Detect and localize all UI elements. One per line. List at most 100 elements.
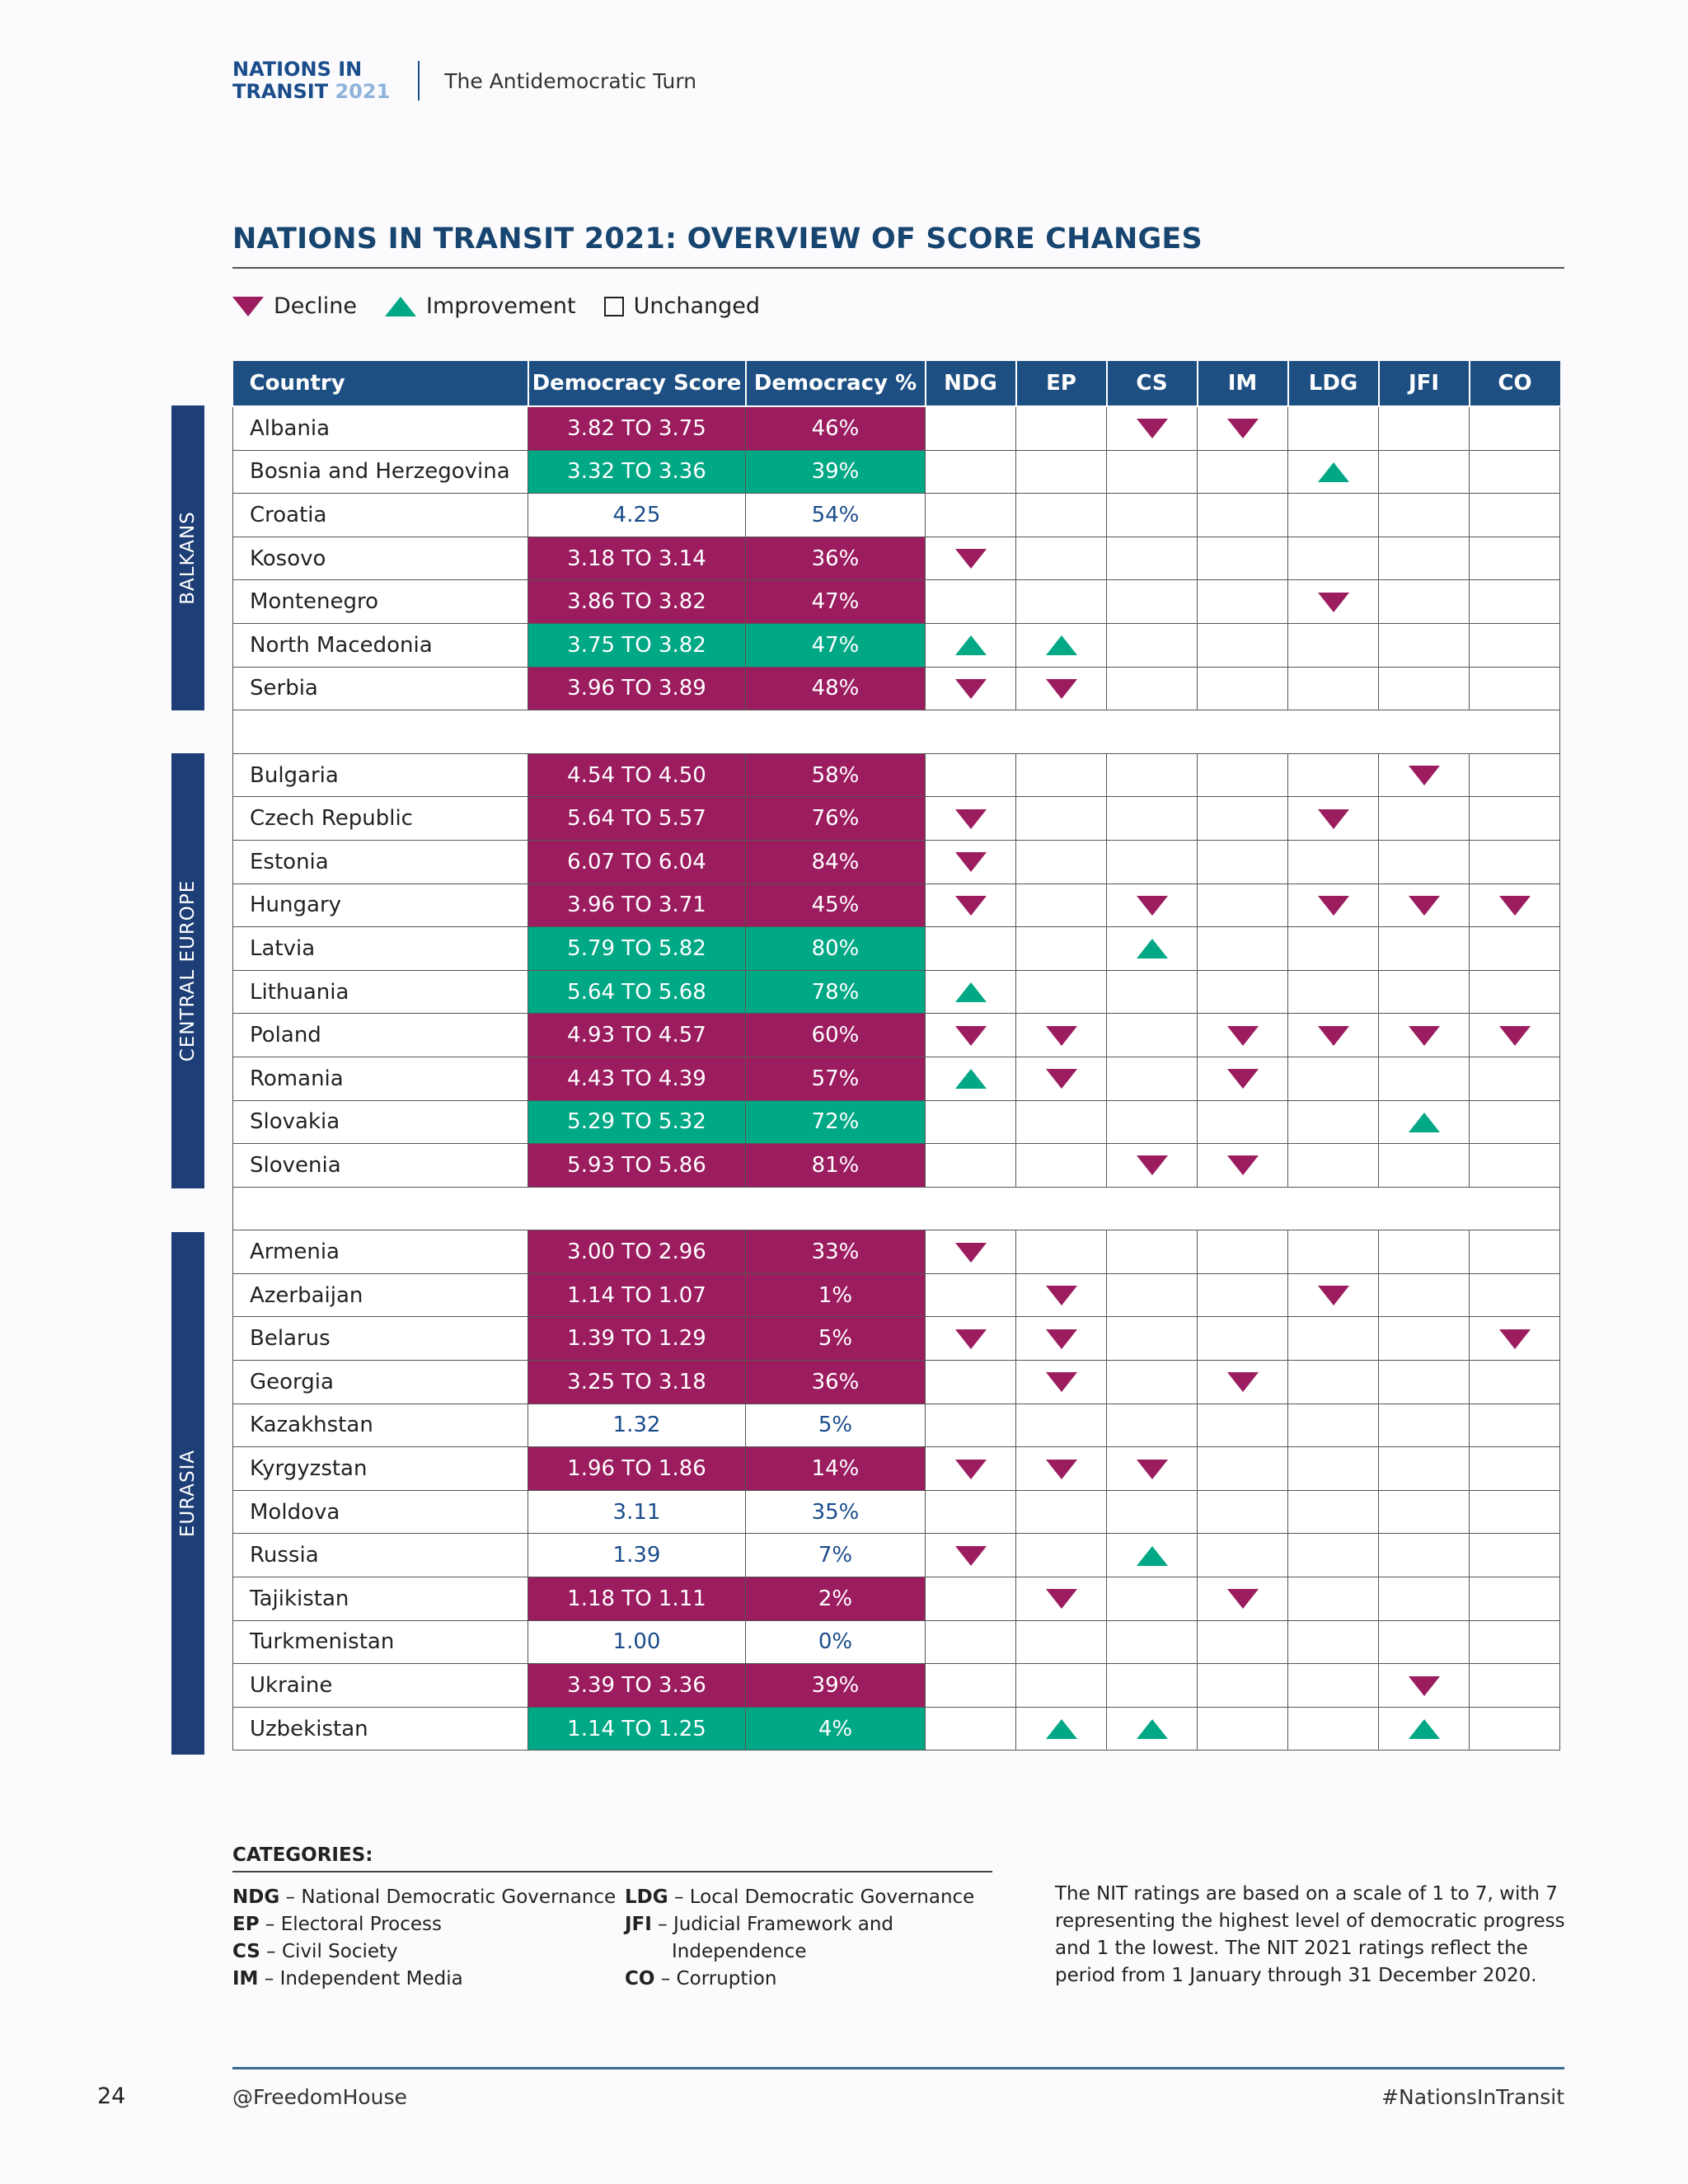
- score-changes-table: Country Democracy Score Democracy % NDG EP CS…: [232, 361, 1560, 1751]
- category-ep-cell: [1015, 622, 1107, 668]
- improvement-triangle-icon: [1045, 635, 1077, 656]
- improvement-triangle-icon: [1045, 1719, 1077, 1740]
- table-row: Kazakhstan 1.32 5%: [232, 1403, 1560, 1448]
- table-row: Moldova 3.11 35%: [232, 1489, 1560, 1535]
- category-im-cell: [1197, 1360, 1288, 1404]
- decline-triangle-icon: [1226, 1155, 1259, 1176]
- decline-triangle-icon: [1045, 1069, 1077, 1090]
- country-cell: Albania: [232, 405, 528, 451]
- democracy-percent-cell: 33%: [745, 1230, 926, 1274]
- category-im-cell: [1197, 405, 1288, 451]
- table-row: Tajikistan 1.18 TO 1.11 2%: [232, 1577, 1560, 1621]
- country-cell: Georgia: [232, 1360, 528, 1404]
- category-ldg-cell: [1287, 1272, 1379, 1318]
- page-number: 24: [97, 2083, 126, 2109]
- legend-improvement: Improvement: [384, 293, 576, 319]
- category-ndg-cell: [925, 1099, 1016, 1145]
- category-cs-cell: [1106, 883, 1198, 928]
- democracy-score-cell: 3.32 TO 3.36: [528, 449, 746, 494]
- category-co-cell: [1469, 1489, 1560, 1535]
- category-jfi-cell: [1378, 536, 1470, 581]
- category-co-cell: [1469, 796, 1560, 841]
- category-ndg-cell: [925, 969, 1016, 1015]
- category-ep-cell: [1015, 1099, 1107, 1145]
- category-co-cell: [1469, 1360, 1560, 1404]
- democracy-percent-cell: 1%: [745, 1272, 926, 1318]
- column-header: IM: [1196, 361, 1289, 407]
- decline-triangle-icon: [1226, 419, 1259, 439]
- brand-logo: NATIONS IN TRANSIT 2021: [232, 59, 390, 103]
- category-ep-cell: [1015, 1272, 1107, 1318]
- category-co-cell: [1469, 1577, 1560, 1621]
- democracy-percent-cell: 14%: [745, 1446, 926, 1491]
- category-co-cell: [1469, 666, 1560, 711]
- title-rule: [232, 267, 1564, 269]
- category-im-cell: [1197, 1489, 1288, 1535]
- democracy-score-cell: 3.96 TO 3.89: [528, 666, 746, 711]
- category-co-cell: [1469, 1272, 1560, 1318]
- region-spacer-row: [232, 1186, 1560, 1231]
- democracy-score-cell: 1.14 TO 1.25: [528, 1706, 746, 1751]
- country-cell: Tajikistan: [232, 1577, 528, 1621]
- decline-triangle-icon: [1498, 1025, 1531, 1046]
- country-cell: Croatia: [232, 493, 528, 537]
- report-subtitle: The Antidemocratic Turn: [444, 68, 697, 93]
- democracy-percent-cell: 76%: [745, 796, 926, 841]
- brand-line-2: TRANSIT: [232, 80, 329, 103]
- category-co-cell: [1469, 622, 1560, 668]
- table-row: Romania 4.43 TO 4.39 57%: [232, 1056, 1560, 1101]
- categories-rule: [232, 1871, 992, 1872]
- country-cell: Bosnia and Herzegovina: [232, 449, 528, 494]
- category-im-cell: [1197, 883, 1288, 928]
- category-ldg-cell: [1287, 1360, 1379, 1404]
- footer-rule: [232, 2067, 1564, 2069]
- category-im-cell: [1197, 579, 1288, 624]
- democracy-percent-cell: 58%: [745, 752, 926, 798]
- category-ldg-cell: [1287, 1013, 1379, 1057]
- category-desc: – Independent Media: [258, 1968, 463, 1990]
- category-jfi-cell: [1378, 666, 1470, 711]
- category-ndg-cell: [925, 1577, 1016, 1621]
- column-header: Democracy %: [744, 361, 926, 407]
- category-im-cell: [1197, 969, 1288, 1015]
- table-row: Latvia 5.79 TO 5.82 80%: [232, 926, 1560, 971]
- decline-triangle-icon: [1317, 808, 1349, 829]
- decline-triangle-icon: [1136, 895, 1168, 916]
- decline-triangle-icon: [1408, 1025, 1440, 1046]
- category-ldg-cell: [1287, 1663, 1379, 1708]
- category-cs-cell: [1106, 1446, 1198, 1491]
- category-im-cell: [1197, 1272, 1288, 1318]
- category-entry: IM – Independent Media: [232, 1966, 616, 1993]
- column-header: CO: [1468, 361, 1560, 407]
- category-cs-cell: [1106, 405, 1198, 451]
- democracy-percent-cell: 84%: [745, 839, 926, 884]
- table-row: Azerbaijan 1.14 TO 1.07 1%: [232, 1272, 1560, 1318]
- category-desc: – Judicial Framework and: [651, 1914, 894, 1935]
- country-cell: Slovakia: [232, 1099, 528, 1145]
- category-ldg-cell: [1287, 622, 1379, 668]
- country-cell: Montenegro: [232, 579, 528, 624]
- table-row: Lithuania 5.64 TO 5.68 78%: [232, 969, 1560, 1015]
- category-im-cell: [1197, 752, 1288, 798]
- country-cell: Turkmenistan: [232, 1619, 528, 1665]
- category-abbr: CO: [625, 1968, 655, 1990]
- table-row: Kosovo 3.18 TO 3.14 36%: [232, 536, 1560, 581]
- democracy-percent-cell: 39%: [745, 449, 926, 494]
- category-jfi-cell: [1378, 1099, 1470, 1145]
- category-ndg-cell: [925, 839, 1016, 884]
- democracy-score-cell: 3.25 TO 3.18: [528, 1360, 746, 1404]
- democracy-percent-cell: 72%: [745, 1099, 926, 1145]
- table-row: Montenegro 3.86 TO 3.82 47%: [232, 579, 1560, 624]
- category-co-cell: [1469, 1143, 1560, 1188]
- ratings-note: The NIT ratings are based on a scale of …: [1055, 1883, 1565, 1986]
- category-ep-cell: [1015, 1013, 1107, 1057]
- category-entry: JFI – Judicial Framework and: [625, 1911, 974, 1938]
- category-ldg-cell: [1287, 1706, 1379, 1751]
- table-row: Belarus 1.39 TO 1.29 5%: [232, 1316, 1560, 1361]
- democracy-score-cell: 5.64 TO 5.68: [528, 969, 746, 1015]
- country-cell: Uzbekistan: [232, 1706, 528, 1751]
- democracy-score-cell: 1.32: [528, 1403, 746, 1448]
- democracy-percent-cell: 36%: [745, 536, 926, 581]
- category-ldg-cell: [1287, 536, 1379, 581]
- header-divider: [418, 61, 420, 101]
